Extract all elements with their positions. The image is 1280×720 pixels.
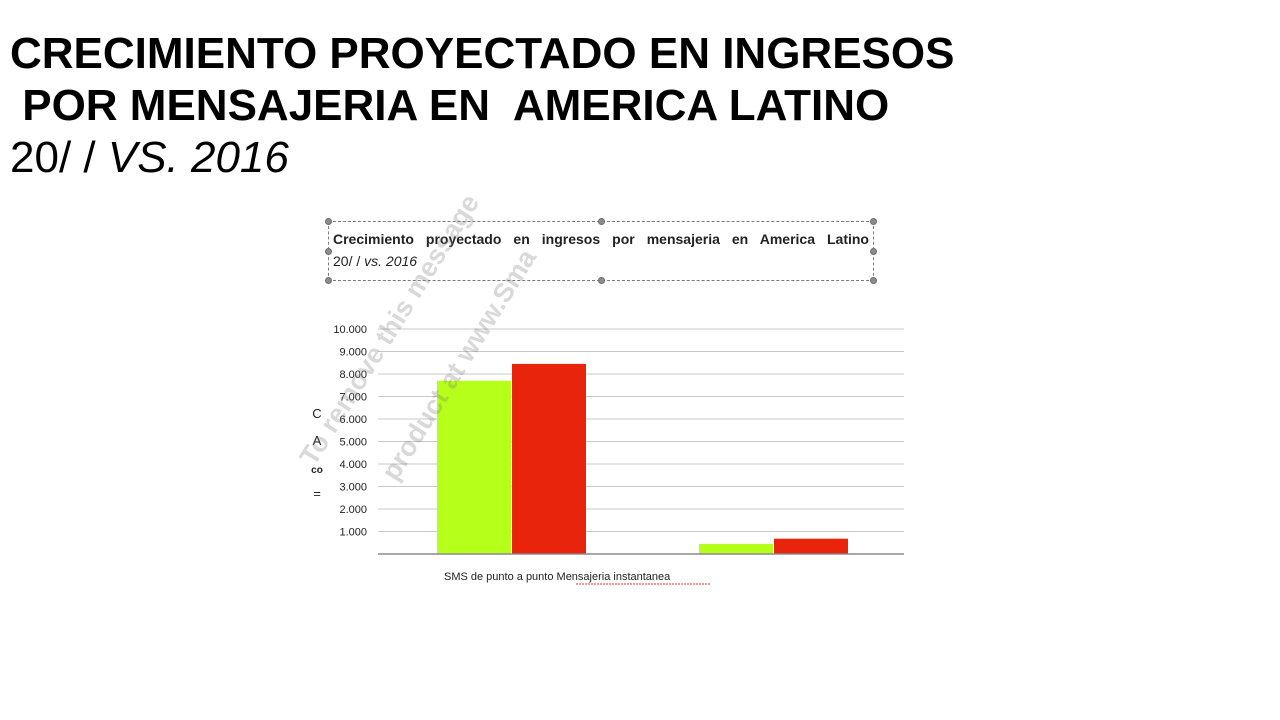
y-tick-label: 10.000 bbox=[333, 324, 367, 336]
slide-title-line-2: POR MENSAJERIA EN AMERICA LATINO bbox=[10, 81, 890, 130]
bar-1-category-1 bbox=[437, 380, 511, 554]
y-tick-label: 5.000 bbox=[339, 437, 367, 449]
y-axis-label-glyph: co bbox=[311, 465, 323, 476]
y-tick-label: 9.000 bbox=[339, 347, 367, 359]
chart-title-year-prefix: 20/ / bbox=[333, 253, 365, 269]
y-axis-label-glyph: C bbox=[312, 406, 321, 421]
y-axis-label-glyph: A bbox=[313, 433, 322, 448]
y-tick-label: 7.000 bbox=[339, 392, 367, 404]
resize-handle-bottom-right[interactable] bbox=[870, 277, 877, 284]
chart-bars bbox=[437, 363, 848, 554]
chart-title-line-2: 20/ / vs. 2016 bbox=[333, 253, 417, 269]
slide-title: CRECIMIENTO PROYECTADO EN INGRESOS POR M… bbox=[10, 28, 954, 184]
y-tick-label: 6.000 bbox=[339, 414, 367, 426]
resize-handle-left[interactable] bbox=[325, 248, 332, 255]
bar-2-category-2 bbox=[774, 538, 848, 554]
chart-title-line-1: Crecimiento proyectado en ingresos por m… bbox=[333, 231, 869, 247]
y-tick-label: 3.000 bbox=[339, 482, 367, 494]
resize-handle-bottom[interactable] bbox=[598, 277, 605, 284]
y-tick-label: 4.000 bbox=[339, 459, 367, 471]
bar-2-category-1 bbox=[512, 363, 586, 554]
resize-handle-top-right[interactable] bbox=[870, 218, 877, 225]
y-tick-label: 8.000 bbox=[339, 369, 367, 381]
chart-title-vs-year: vs. 2016 bbox=[364, 253, 418, 269]
slide-title-line-3: 20/ / VS. 2016 bbox=[10, 132, 954, 184]
y-tick-label: 1.000 bbox=[339, 527, 367, 539]
resize-handle-right[interactable] bbox=[870, 248, 877, 255]
x-axis-category-label: SMS de punto a punto Mensajeria instanta… bbox=[444, 571, 671, 583]
slide-title-line-1: CRECIMIENTO PROYECTADO EN INGRESOS bbox=[10, 29, 955, 78]
resize-handle-bottom-left[interactable] bbox=[325, 277, 332, 284]
slide-title-year-prefix: 20/ / bbox=[10, 133, 108, 182]
bar-1-category-2 bbox=[699, 543, 773, 554]
slide-title-vs-year: VS. 2016 bbox=[107, 133, 289, 182]
y-tick-label: 2.000 bbox=[339, 504, 367, 516]
resize-handle-top-left[interactable] bbox=[325, 218, 332, 225]
chart-title-box[interactable]: Crecimiento proyectado en ingresos por m… bbox=[325, 218, 877, 284]
y-axis-label-glyph: = bbox=[313, 486, 321, 501]
y-axis-tick-labels: 1.000 2.000 3.000 4.000 5.000 6.000 7.000 8.000… bbox=[333, 324, 367, 539]
resize-handle-top[interactable] bbox=[598, 218, 605, 225]
